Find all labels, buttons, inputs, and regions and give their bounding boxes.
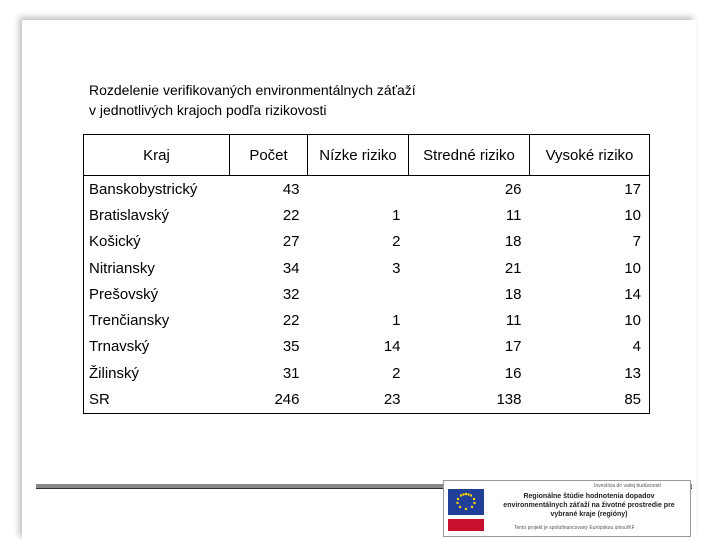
cell: 22	[282, 312, 300, 330]
header-cell: Počet	[229, 134, 308, 176]
cell: 23	[383, 391, 401, 409]
cell: Bratislavský	[89, 206, 170, 224]
cell: Banskobystrický	[89, 180, 198, 198]
cell: 32	[282, 285, 300, 303]
table-row: Bratislavský 22 1 11 10	[84, 202, 650, 228]
cell: 13	[624, 364, 641, 382]
table-row: Trenčiansky 22 1 11 10	[84, 307, 650, 333]
cell: 10	[624, 259, 641, 277]
tagline: Investícia do vašej budúcnosti	[594, 483, 661, 489]
title-line: v jednotlivých krajoch podľa rizikovosti	[89, 102, 327, 118]
logo: Investícia do vašej budúcnosti Regionáln…	[443, 480, 691, 537]
cell: 14	[624, 285, 641, 303]
cell: 7	[632, 233, 641, 251]
footer-line	[36, 484, 692, 489]
cell: 16	[504, 364, 522, 382]
cell: Nitriansky	[89, 259, 155, 277]
cell: 17	[624, 180, 641, 198]
cell: 138	[496, 391, 522, 409]
cell: 27	[282, 233, 300, 251]
cell: 3	[392, 259, 401, 277]
cell: Košický	[89, 233, 141, 251]
cell: 18	[504, 285, 522, 303]
cell: 4	[632, 338, 641, 356]
cell: 18	[504, 233, 522, 251]
table-row: SR 246 23 138 85	[84, 386, 650, 413]
page	[22, 20, 696, 540]
cell: 10	[624, 312, 641, 330]
header-cell: Vysoké riziko	[529, 134, 650, 176]
cell: 2	[392, 233, 401, 251]
title: Rozdelenie verifikovaných environmentáln…	[89, 80, 416, 120]
header-cell: Stredné riziko	[408, 134, 530, 176]
cell: Trnavský	[89, 338, 150, 356]
cell: Prešovský	[89, 285, 159, 303]
title-line: Rozdelenie verifikovaných environmentáln…	[89, 82, 416, 98]
table-row: Trnavský 35 14 17 4	[84, 334, 650, 360]
table-row: Nitriansky 34 3 21 10	[84, 255, 650, 281]
table-row: Žilinský 31 2 16 13	[84, 360, 650, 386]
header-cell: Nízke riziko	[307, 134, 409, 176]
cell: 14	[383, 338, 401, 356]
cell: 246	[274, 391, 300, 409]
table: Kraj Počet Nízke riziko Stredné riziko Vysok…	[83, 134, 650, 414]
cell: 34	[282, 259, 300, 277]
header-cell: Kraj	[83, 134, 230, 176]
cell: Žilinský	[89, 364, 140, 382]
cell: 31	[282, 364, 300, 382]
cell: 26	[504, 180, 522, 198]
cell: 2	[392, 364, 401, 382]
cell: 1	[392, 312, 401, 330]
cell: SR	[89, 391, 110, 409]
project-title: Regionálne štúdie hodnotenia dopadov env…	[503, 493, 675, 518]
cell	[308, 281, 409, 307]
cell	[308, 176, 409, 203]
eu-flag	[448, 489, 484, 515]
cell: 11	[505, 206, 522, 224]
cell: 21	[504, 259, 522, 277]
table-row: Košický 27 2 18 7	[84, 229, 650, 255]
table-row: Banskobystrický 43 26 17	[84, 176, 650, 203]
footnote: Tento projekt je spolufinancovaný Európs…	[514, 525, 635, 531]
red-bar	[448, 519, 484, 531]
table-row: Prešovský 32 18 14	[84, 281, 650, 307]
cell: Trenčiansky	[89, 312, 170, 330]
cell: 43	[282, 180, 300, 198]
cell: 10	[624, 206, 641, 224]
cell: 35	[282, 338, 300, 356]
header-row: Kraj Počet Nízke riziko Stredné riziko Vysok…	[83, 134, 650, 176]
cell: 85	[624, 391, 641, 409]
cell: 1	[392, 206, 401, 224]
cell: 11	[505, 312, 522, 330]
cell: 17	[504, 338, 522, 356]
cell: 22	[282, 206, 300, 224]
